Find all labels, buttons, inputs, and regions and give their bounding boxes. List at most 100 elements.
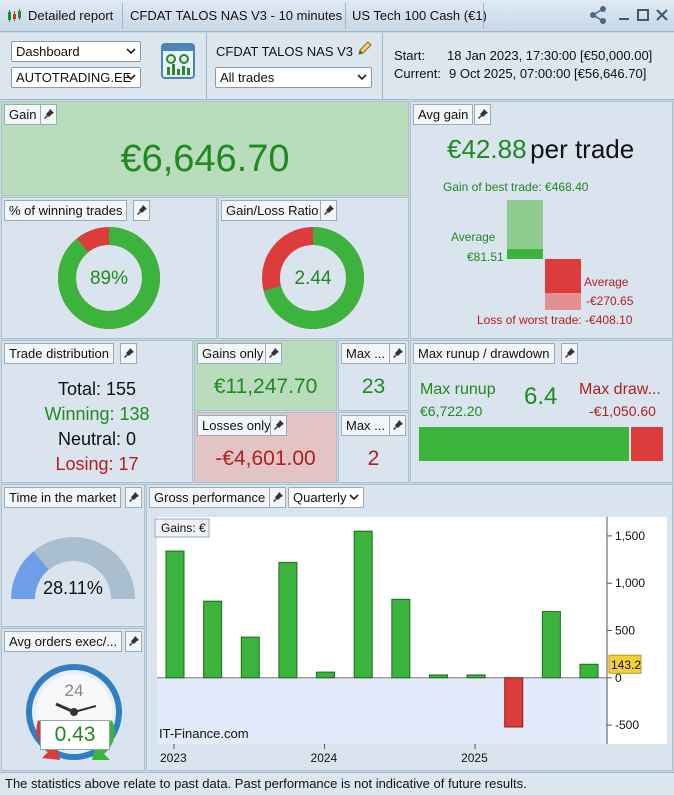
plot-area-negative bbox=[157, 677, 607, 744]
bar-2023-Q3[interactable] bbox=[240, 636, 260, 679]
bar-2025-Q4[interactable] bbox=[579, 663, 599, 679]
max-losses-panel: Max ... 2 bbox=[338, 412, 409, 483]
avg-positive-value: €81.51 bbox=[467, 250, 504, 264]
current-value: 9 Oct 2025, 07:00:00 [€56,646.70] bbox=[449, 66, 647, 81]
drawdown-segment bbox=[631, 427, 663, 461]
pin-icon[interactable] bbox=[270, 415, 287, 436]
avg-orders-panel: Avg orders exec/... 24 0.43 bbox=[1, 628, 145, 771]
losing-trades: Losing: 17 bbox=[55, 454, 139, 474]
avg-negative-label: Average bbox=[584, 275, 629, 289]
header-divider bbox=[382, 33, 383, 99]
bar-2023-Q4[interactable] bbox=[278, 561, 298, 679]
bar-2023-Q2[interactable] bbox=[203, 600, 223, 679]
tab-instrument[interactable]: US Tech 100 Cash (€1) bbox=[352, 8, 487, 23]
view-select-value: Dashboard bbox=[16, 44, 80, 59]
y-tick-label: 1,000 bbox=[615, 576, 645, 590]
worst-trade-label: Loss of worst trade: -€408.10 bbox=[477, 313, 633, 327]
bar-2024-Q2[interactable] bbox=[353, 530, 373, 679]
share-icon[interactable] bbox=[588, 5, 608, 25]
gain-title: Gain bbox=[4, 104, 42, 125]
winning-trades-title: % of winning trades bbox=[4, 200, 128, 221]
y-tick-label: 0 bbox=[615, 671, 622, 685]
runup-ratio: 6.4 bbox=[524, 383, 558, 410]
time-out-market-fill bbox=[33, 537, 135, 599]
chevron-down-icon bbox=[126, 74, 136, 81]
gross-performance-chart: 1,500 1,000 500 0 -500 2023 2024 2025 Gains: € IT… bbox=[154, 517, 667, 765]
plot-area-positive bbox=[157, 517, 607, 678]
pin-icon[interactable] bbox=[125, 487, 142, 508]
avg-gain-title: Avg gain bbox=[413, 104, 474, 125]
title-separator bbox=[345, 3, 346, 29]
runup-value: €6,722.20 bbox=[420, 403, 483, 419]
y-tick-label: 500 bbox=[615, 624, 635, 638]
y-tick-label: 1,500 bbox=[615, 529, 645, 543]
pin-icon[interactable] bbox=[320, 200, 337, 221]
max-wins-panel: Max ... 23 bbox=[338, 340, 409, 411]
clock-label: 24 bbox=[64, 681, 84, 700]
pin-icon[interactable] bbox=[125, 631, 142, 652]
clock-icon bbox=[26, 664, 122, 760]
time-in-market-value: 28.11% bbox=[43, 578, 103, 598]
bar-2024-Q3[interactable] bbox=[391, 598, 411, 679]
gains-only-panel: Gains only €11,247.70 bbox=[194, 340, 337, 411]
time-in-market-panel: Time in the market 28.11% bbox=[1, 484, 145, 627]
tab-strategy[interactable]: CFDAT TALOS NAS V3 - 10 minutes bbox=[130, 8, 343, 23]
pin-icon[interactable] bbox=[265, 343, 282, 364]
avg-orders-title: Avg orders exec/... bbox=[4, 631, 123, 652]
period-select[interactable]: Quarterly bbox=[288, 487, 364, 508]
gross-performance-title: Gross performance bbox=[149, 487, 271, 508]
winning-donut bbox=[58, 227, 160, 329]
tab-detailed-report[interactable]: Detailed report bbox=[28, 8, 114, 23]
pin-icon[interactable] bbox=[40, 104, 57, 125]
bar-2025-Q2[interactable] bbox=[504, 677, 524, 728]
pin-icon[interactable] bbox=[561, 343, 578, 364]
strategy-name: CFDAT TALOS NAS V3 bbox=[216, 44, 354, 59]
gain-loss-panel: Gain/Loss Ratio 2.44 bbox=[218, 197, 409, 339]
bar-2024-Q1[interactable] bbox=[316, 671, 336, 679]
current-value-marker bbox=[608, 654, 642, 674]
minimize-icon[interactable] bbox=[616, 7, 632, 23]
chart-legend: Gains: € bbox=[161, 521, 206, 535]
pin-icon[interactable] bbox=[389, 343, 406, 364]
pin-icon[interactable] bbox=[389, 415, 406, 436]
account-select[interactable]: AUTOTRADING.EE bbox=[11, 67, 141, 88]
report-icon[interactable] bbox=[160, 42, 196, 82]
bar-2023-Q1[interactable] bbox=[165, 550, 185, 679]
x-tick-label: 2025 bbox=[461, 751, 488, 765]
avg-negative-value: -€270.65 bbox=[586, 294, 634, 308]
runup-segment bbox=[419, 427, 630, 461]
view-select[interactable]: Dashboard bbox=[11, 41, 141, 62]
bar-2024-Q4[interactable] bbox=[428, 674, 448, 679]
avg-positive-bar bbox=[507, 248, 543, 259]
losses-only-panel: Losses only -€4,601.00 bbox=[194, 412, 337, 483]
y-tick-label: -500 bbox=[615, 718, 639, 732]
pin-icon[interactable] bbox=[269, 487, 286, 508]
title-bar: Detailed report CFDAT TALOS NAS V3 - 10 … bbox=[0, 0, 674, 32]
neutral-trades: Neutral: 0 bbox=[57, 429, 137, 449]
winning-pct-value: 89% bbox=[89, 268, 129, 289]
account-select-value: AUTOTRADING.EE bbox=[16, 70, 132, 85]
winning-trades-panel: % of winning trades 89% bbox=[1, 197, 217, 339]
max-wins-value: 23 bbox=[361, 375, 386, 398]
max-wins-title: Max ... bbox=[341, 343, 391, 364]
edit-pencil-icon[interactable] bbox=[356, 39, 374, 60]
close-icon[interactable] bbox=[654, 7, 670, 23]
trades-select-value: All trades bbox=[220, 70, 275, 85]
max-losses-value: 2 bbox=[367, 447, 380, 470]
pin-icon[interactable] bbox=[474, 104, 491, 125]
runup-drawdown-panel: Max runup / drawdown Max runup €6,722.20… bbox=[410, 340, 673, 483]
maximize-icon[interactable] bbox=[635, 7, 651, 23]
disclaimer-footer: The statistics above relate to past data… bbox=[0, 772, 674, 795]
runup-drawdown-bar bbox=[419, 427, 663, 461]
start-value: 18 Jan 2023, 17:30:00 [€50,000.00] bbox=[447, 48, 653, 63]
bar-2025-Q1[interactable] bbox=[466, 674, 486, 679]
losses-only-title: Losses only bbox=[197, 415, 276, 436]
pin-icon[interactable] bbox=[133, 200, 150, 221]
trades-select[interactable]: All trades bbox=[215, 67, 372, 88]
report-header: Dashboard AUTOTRADING.EE CFDAT TALOS NAS… bbox=[0, 33, 674, 100]
pin-icon[interactable] bbox=[120, 343, 137, 364]
gain-panel: Gain €6,646.70 bbox=[1, 101, 409, 196]
bar-2025-Q3[interactable] bbox=[541, 611, 561, 679]
avg-positive-label: Average bbox=[451, 230, 496, 244]
chevron-down-icon bbox=[349, 494, 359, 501]
